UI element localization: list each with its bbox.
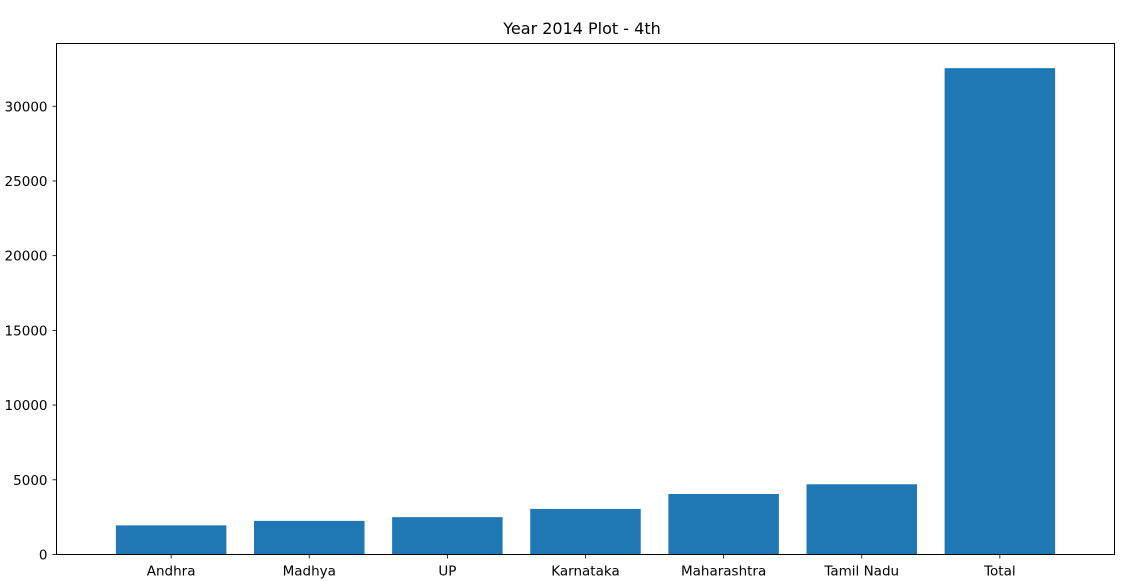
y-tick-label: 15000 (5, 323, 48, 339)
y-axis: 0 5000 10000 15000 20000 25000 30000 (5, 99, 57, 564)
bar-madhya (254, 520, 365, 555)
x-tick-label: UP (438, 564, 456, 580)
y-tick-label: 25000 (5, 174, 48, 190)
bar-karnataka (530, 508, 641, 555)
y-tick-label: 10000 (5, 398, 48, 414)
x-tick-label: Andhra (147, 564, 196, 580)
x-tick-label: Madhya (283, 564, 336, 580)
y-tick-label: 0 (39, 548, 48, 564)
x-tick-label: Karnataka (551, 564, 619, 580)
y-tick-label: 30000 (5, 99, 48, 115)
x-tick-label: Maharashtra (681, 564, 766, 580)
bar-andhra (115, 525, 227, 555)
y-tick-label: 20000 (5, 249, 48, 265)
bar-maharashtra (668, 493, 779, 555)
x-axis: Andhra Madhya UP Karnataka Maharashtra Tamil … (147, 554, 1016, 580)
bar-tamil-nadu (806, 484, 917, 555)
plot-area-frame (56, 43, 1115, 555)
chart-title: Year 2014 Plot - 4th (502, 19, 660, 38)
bar-up (392, 517, 503, 555)
x-tick-label: Tamil Nadu (823, 564, 899, 580)
bar-total (944, 68, 1056, 555)
bar-series (115, 68, 1056, 555)
x-tick-label: Total (983, 564, 1016, 580)
y-tick-label: 5000 (13, 473, 47, 489)
